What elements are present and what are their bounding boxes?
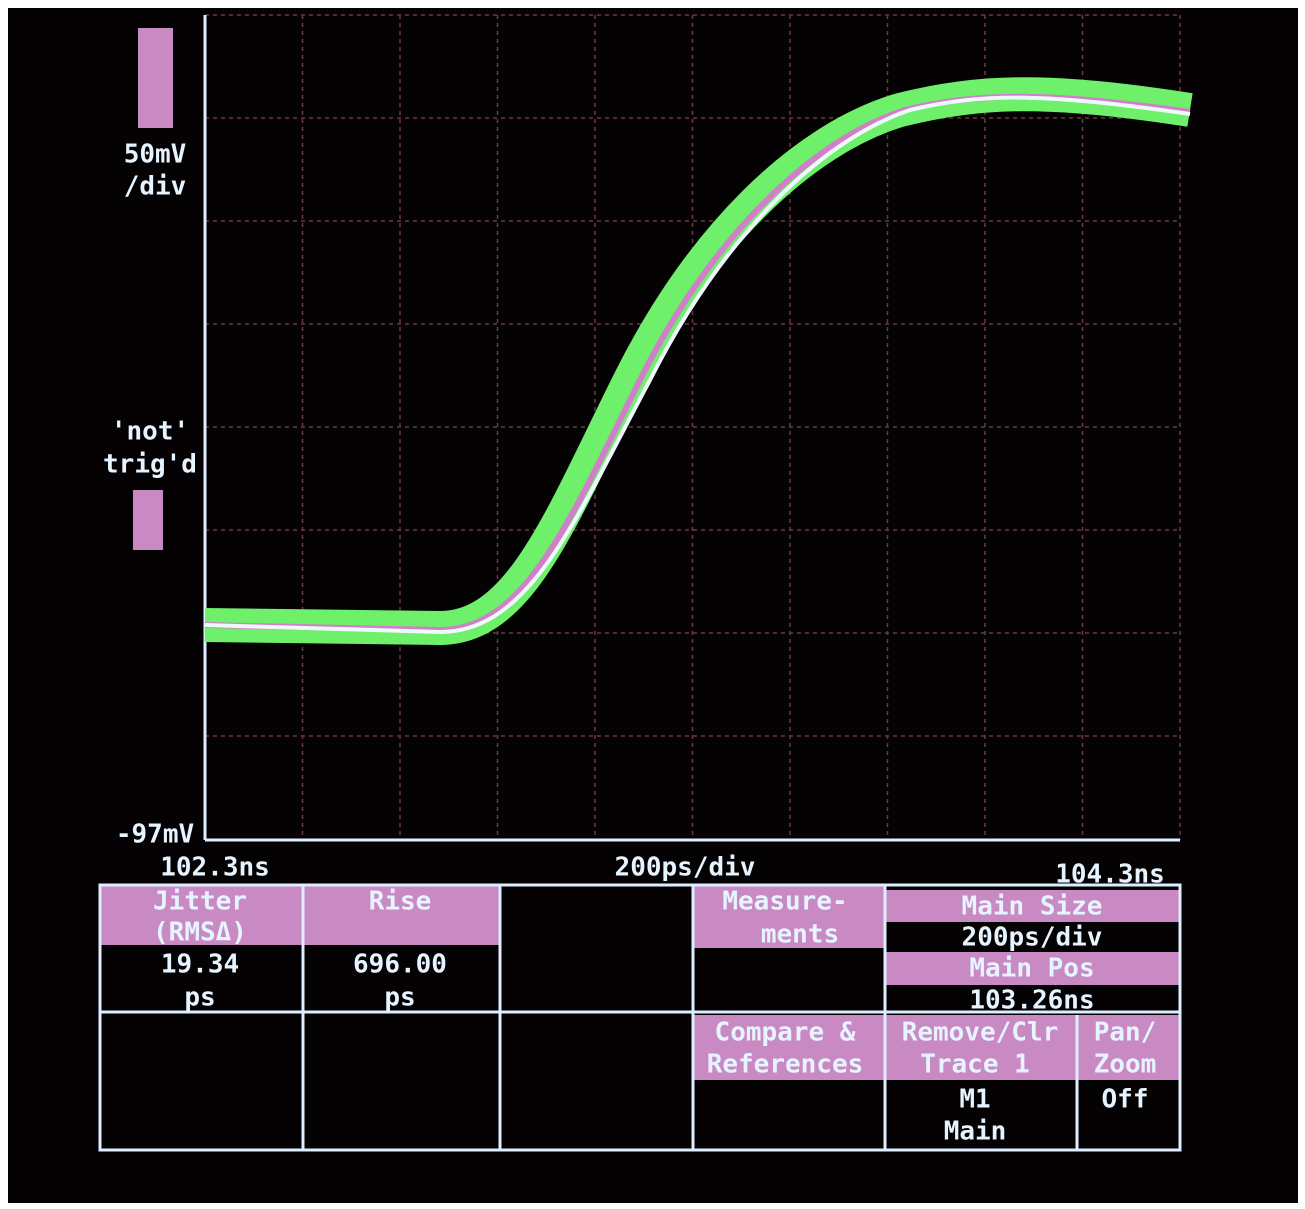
menu-value: 696.00 xyxy=(353,950,447,980)
menu-title[interactable]: Pan/ xyxy=(1094,1018,1157,1048)
bottom-level: -97mV xyxy=(116,820,194,850)
menu-title[interactable]: Jitter xyxy=(153,887,247,917)
scale-icon xyxy=(138,28,173,128)
volts-per-div: 50mV xyxy=(124,140,187,170)
trigger-status: 'not' xyxy=(111,417,189,447)
menu-title[interactable]: Measure- xyxy=(722,887,847,917)
trigger-status: trig'd xyxy=(103,450,197,480)
menu-value: ps xyxy=(384,983,415,1013)
menu-title[interactable]: Rise xyxy=(369,887,432,917)
scope-screen: 50mV /div 'not' trig'd -97mV 102.3ns 200… xyxy=(0,0,1305,1209)
menu-title[interactable]: Main Pos xyxy=(969,954,1094,984)
menu-value: Main xyxy=(944,1117,1007,1147)
trigger-icon xyxy=(133,490,163,550)
menu-title[interactable]: References xyxy=(707,1050,864,1080)
menu-value: 200ps/div xyxy=(962,923,1103,953)
menu-value: 19.34 xyxy=(161,950,239,980)
menu-title[interactable]: Remove/Clr xyxy=(902,1018,1059,1048)
menu-value: Off xyxy=(1102,1085,1149,1115)
menu-title[interactable]: Zoom xyxy=(1094,1050,1157,1080)
volts-per-div: /div xyxy=(124,172,187,202)
menu-value: 103.26ns xyxy=(969,986,1094,1016)
time-start: 102.3ns xyxy=(160,853,270,883)
menu-title[interactable]: Main Size xyxy=(962,892,1103,922)
menu-value: ps xyxy=(184,983,215,1013)
time-per-div: 200ps/div xyxy=(615,853,756,883)
menu-value: M1 xyxy=(959,1085,990,1115)
menu-title[interactable]: Trace 1 xyxy=(920,1050,1030,1080)
menu-title[interactable]: Compare & xyxy=(715,1018,856,1048)
menu-title[interactable]: ments xyxy=(761,920,839,950)
menu-title[interactable]: (RMSΔ) xyxy=(153,918,247,948)
